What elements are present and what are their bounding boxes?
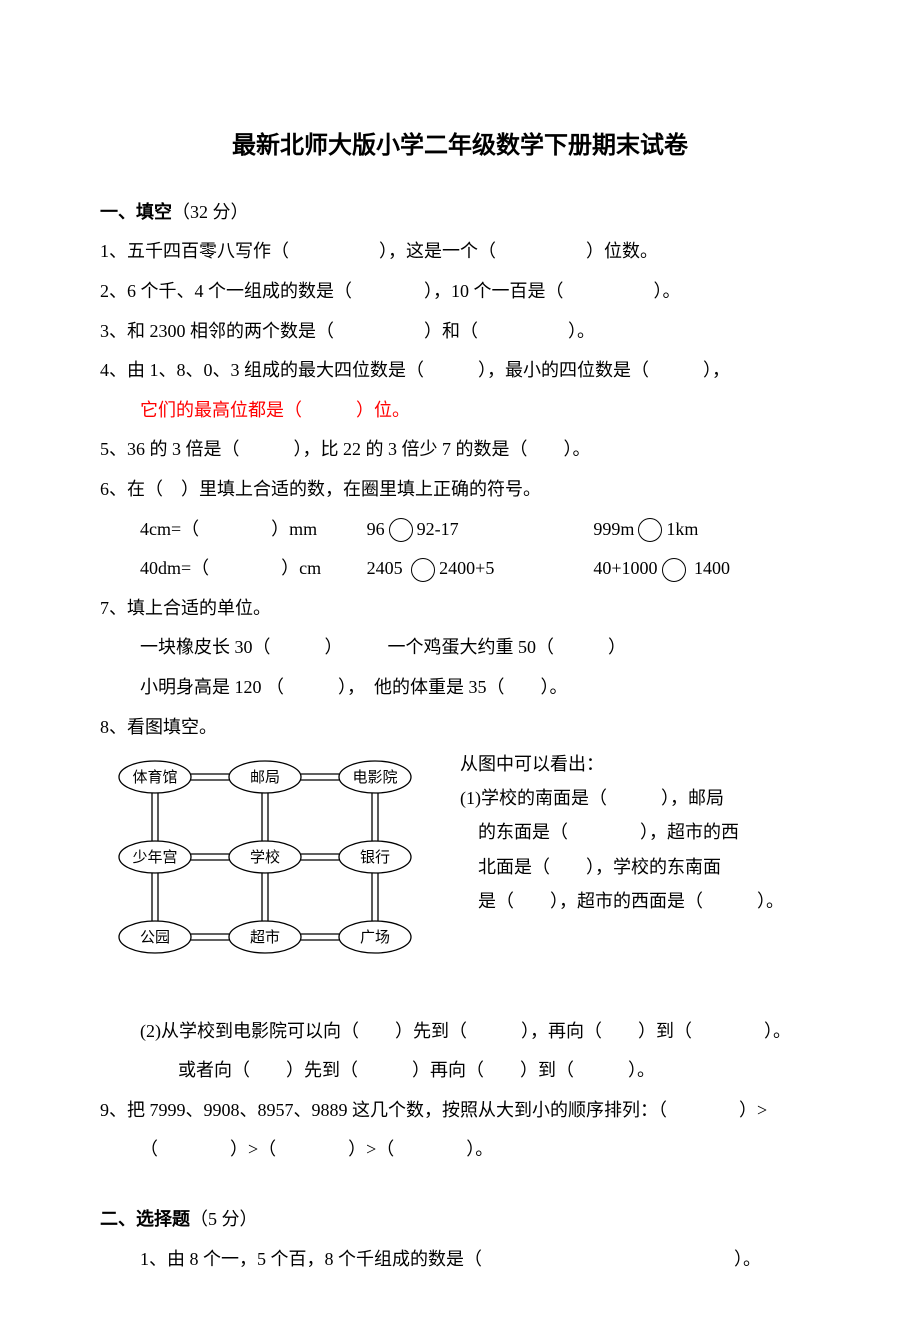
- circle-blank: [638, 518, 662, 542]
- circle-blank: [662, 558, 686, 582]
- q6-row1: 4cm=（ ）mm 96 92-17 999m 1km: [100, 510, 820, 550]
- q6-r1c3a: 999m: [593, 519, 634, 539]
- q6-r1c2: 96 92-17: [367, 510, 594, 550]
- page-title: 最新北师大版小学二年级数学下册期末试卷: [100, 120, 820, 173]
- circle-blank: [389, 518, 413, 542]
- svg-text:公园: 公园: [140, 929, 170, 946]
- q6-r2c3b: 1400: [694, 558, 730, 578]
- q8-r2: (1)学校的南面是（ ），邮局: [460, 781, 820, 815]
- q8: 8、看图填空。: [100, 708, 820, 748]
- q4-line2: 它们的最高位都是（ ）位。: [100, 391, 820, 431]
- q8-r4: 北面是（ ），学校的东南面: [460, 850, 820, 884]
- svg-text:电影院: 电影院: [352, 768, 397, 786]
- section-2-label: 二、选择题: [100, 1209, 190, 1229]
- q6: 6、在（ ）里填上合适的数，在圈里填上正确的符号。: [100, 470, 820, 510]
- q7a: 一块橡皮长 30（ ） 一个鸡蛋大约重 50（ ）: [100, 628, 820, 668]
- q6-r2c3: 40+1000 1400: [593, 549, 820, 589]
- q8-content: 体育馆 邮局 电影院少年宫 学校 银行公园 超市 广场 从图中可以看出： (1)学校的南面是…: [100, 747, 820, 982]
- svg-text:少年宫: 少年宫: [132, 849, 177, 866]
- q6-r1c2b: 92-17: [417, 519, 459, 539]
- q6-r2c2b: 2400+5: [439, 558, 494, 578]
- q9b: （ ）>（ ）>（ ）。: [100, 1130, 820, 1170]
- q6-r2c1: 40dm=（ ）cm: [140, 549, 367, 589]
- svg-text:体育馆: 体育馆: [132, 769, 177, 786]
- q8-r1: 从图中可以看出：: [460, 747, 820, 781]
- section-1-points: （32 分）: [172, 202, 249, 222]
- q6-r1c3: 999m 1km: [593, 510, 820, 550]
- q8-r5: 是（ ），超市的西面是（ ）。: [460, 884, 820, 918]
- q2: 2、6 个千、4 个一组成的数是（ ），10 个一百是（ ）。: [100, 272, 820, 312]
- section-2-heading: 二、选择题（5 分）: [100, 1200, 820, 1240]
- q8-r3: 的东面是（ ），超市的西: [460, 815, 820, 849]
- section-1-heading: 一、填空（32 分）: [100, 193, 820, 233]
- q7b: 小明身高是 120 （ ）， 他的体重是 35（ ）。: [100, 668, 820, 708]
- svg-text:邮局: 邮局: [250, 769, 280, 786]
- spacer: [100, 1170, 820, 1200]
- q6-r1c2a: 96: [367, 519, 385, 539]
- q6-r2c2a: 2405: [367, 558, 403, 578]
- circle-blank: [411, 558, 435, 582]
- svg-text:银行: 银行: [360, 849, 390, 866]
- map-diagram: 体育馆 邮局 电影院少年宫 学校 银行公园 超市 广场: [100, 747, 440, 982]
- svg-text:广场: 广场: [360, 929, 390, 946]
- s2-q1: 1、由 8 个一，5 个百，8 个千组成的数是（ ）。: [100, 1240, 820, 1280]
- exam-page: 最新北师大版小学二年级数学下册期末试卷 一、填空（32 分） 1、五千四百零八写…: [0, 0, 920, 1339]
- spacer: [100, 982, 820, 1012]
- svg-text:超市: 超市: [250, 929, 280, 946]
- q8-b2: 或者向（ ）先到（ ）再向（ ）到（ ）。: [100, 1051, 820, 1091]
- q6-r2c3a: 40+1000: [593, 558, 657, 578]
- section-1-label: 一、填空: [100, 202, 172, 222]
- q8-b1: (2)从学校到电影院可以向（ ）先到（ ），再向（ ）到（ ）。: [100, 1012, 820, 1052]
- q6-r1c3b: 1km: [666, 519, 698, 539]
- q1: 1、五千四百零八写作（ ），这是一个（ ）位数。: [100, 232, 820, 272]
- q8-right-text: 从图中可以看出： (1)学校的南面是（ ），邮局 的东面是（ ），超市的西 北面…: [460, 747, 820, 918]
- q3: 3、和 2300 相邻的两个数是（ ）和（ ）。: [100, 312, 820, 352]
- q6-row2: 40dm=（ ）cm 2405 2400+5 40+1000 1400: [100, 549, 820, 589]
- map-svg: 体育馆 邮局 电影院少年宫 学校 银行公园 超市 广场: [100, 747, 440, 967]
- section-2-points: （5 分）: [190, 1209, 258, 1229]
- q7: 7、填上合适的单位。: [100, 589, 820, 629]
- q6-r2c2: 2405 2400+5: [367, 549, 594, 589]
- q6-r1c1: 4cm=（ ）mm: [140, 510, 367, 550]
- q4-line1: 4、由 1、8、0、3 组成的最大四位数是（ ），最小的四位数是（ ），: [100, 351, 820, 391]
- q5: 5、36 的 3 倍是（ ），比 22 的 3 倍少 7 的数是（ ）。: [100, 430, 820, 470]
- q9a: 9、把 7999、9908、8957、9889 这几个数，按照从大到小的顺序排列…: [100, 1091, 820, 1131]
- svg-text:学校: 学校: [250, 849, 280, 866]
